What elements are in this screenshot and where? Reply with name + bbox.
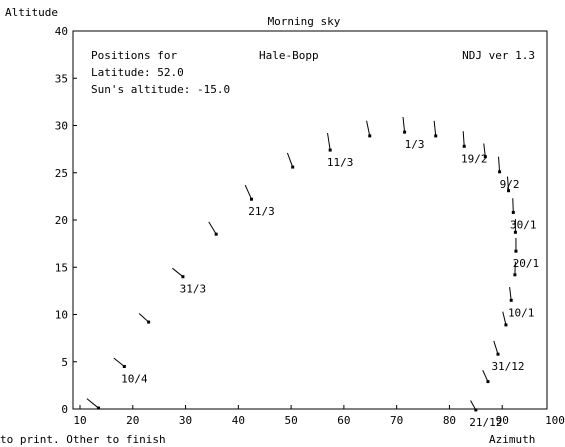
date-label: 1/3	[405, 138, 425, 151]
comet-position-point	[498, 170, 502, 174]
comet-position-point	[504, 323, 508, 327]
y-tick-label: 20	[55, 214, 68, 227]
date-label: 20/1	[513, 257, 540, 270]
comet-position-point	[181, 275, 185, 279]
comet-position-point	[122, 364, 126, 368]
y-axis-title: Altitude	[5, 6, 58, 19]
comet-position-point	[513, 273, 517, 277]
comet-tail	[470, 400, 477, 411]
x-tick-label: 30	[179, 414, 192, 427]
comet-position-point	[214, 232, 218, 236]
comet-position-point	[368, 134, 372, 138]
comet-position-point	[96, 406, 100, 410]
comet-position-point	[511, 210, 515, 214]
date-label: 21/12	[469, 416, 502, 429]
comet-position-point	[514, 249, 518, 253]
comet-position-point	[474, 408, 478, 412]
chart-title: Morning sky	[268, 15, 341, 28]
x-tick-label: 80	[443, 414, 456, 427]
date-label: 21/3	[248, 205, 275, 218]
y-tick-label: 40	[55, 25, 68, 38]
comet-tail	[286, 152, 294, 168]
x-tick-label: 70	[390, 414, 403, 427]
info-positions-label: Positions for	[91, 49, 177, 62]
comet-tail	[113, 357, 125, 367]
comet-tail	[402, 116, 406, 133]
comet-tail	[509, 287, 512, 301]
comet-position-point	[507, 189, 511, 193]
comet-position-point	[486, 380, 490, 384]
x-tick-label: 20	[126, 414, 139, 427]
comet-position-point	[462, 144, 466, 148]
info-sun-altitude: Sun's altitude: -15.0	[91, 83, 230, 96]
date-label: 19/2	[461, 152, 488, 165]
comet-position-point	[291, 165, 295, 169]
comet-tail	[244, 184, 252, 200]
comet-tail	[172, 267, 184, 278]
date-label: 10/4	[121, 372, 148, 385]
comet-tail	[433, 120, 437, 136]
y-tick-label: 30	[55, 120, 68, 133]
comet-tail	[462, 131, 465, 147]
x-tick-label: 50	[284, 414, 297, 427]
y-tick-label: 0	[61, 403, 68, 416]
info-version: NDJ ver 1.3	[462, 49, 535, 62]
y-tick-label: 25	[55, 167, 68, 180]
y-tick-label: 35	[55, 72, 68, 85]
info-comet-name: Hale-Bopp	[259, 49, 319, 62]
comet-tail	[366, 120, 371, 136]
date-label: 11/3	[327, 156, 354, 169]
x-tick-label: 60	[337, 414, 350, 427]
date-label: 10/1	[508, 306, 535, 319]
y-tick-label: 10	[55, 309, 68, 322]
comet-tail	[482, 370, 489, 382]
y-tick-label: 5	[61, 356, 68, 369]
x-tick-label: 40	[232, 414, 245, 427]
comet-position-point	[328, 148, 332, 152]
comet-position-point	[513, 230, 517, 234]
date-label: 31/12	[491, 360, 524, 373]
comet-position-point	[434, 134, 438, 138]
x-tick-label: 90	[496, 414, 509, 427]
comet-position-point	[250, 197, 254, 201]
comet-tail	[483, 143, 486, 157]
comet-tail	[493, 340, 499, 355]
date-label: 31/3	[180, 283, 207, 296]
date-label: 9/2	[500, 178, 520, 191]
info-latitude: Latitude: 52.0	[91, 66, 184, 79]
comet-tail	[507, 176, 510, 191]
comet-tail	[512, 198, 514, 213]
comet-position-point	[496, 352, 500, 356]
x-tick-label: 100	[545, 414, 565, 427]
comet-tail	[502, 311, 507, 326]
comet-tail	[86, 398, 99, 409]
y-tick-label: 15	[55, 261, 68, 274]
comet-tail	[498, 156, 501, 172]
comet-tail	[208, 221, 217, 235]
comet-position-point	[509, 298, 513, 302]
comet-tail	[514, 261, 516, 275]
comet-position-point	[483, 155, 487, 159]
date-label: 30/1	[510, 218, 537, 231]
x-tick-label: 10	[73, 414, 86, 427]
comet-position-point	[403, 130, 407, 134]
comet-position-point	[147, 320, 151, 324]
x-axis-title: Azimuth	[489, 433, 535, 446]
comet-tail	[327, 132, 331, 151]
status-bar-instructions: to print. Other to finish	[0, 433, 166, 446]
comet-tail	[138, 313, 149, 323]
